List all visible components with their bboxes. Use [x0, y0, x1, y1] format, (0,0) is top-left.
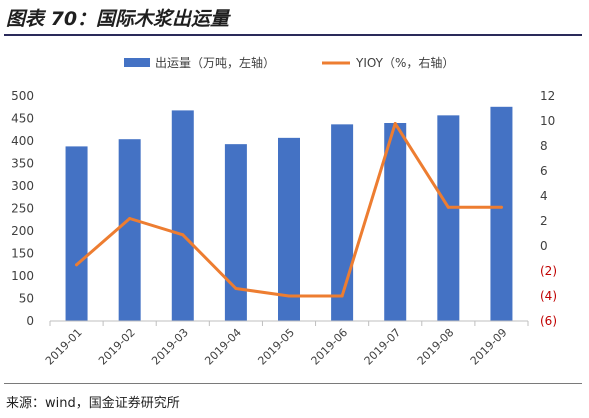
x-tick-label: 2019-04 [202, 326, 244, 368]
x-tick-label: 2019-08 [415, 326, 457, 368]
line-point [181, 233, 185, 237]
y-right-tick-label: 6 [540, 164, 548, 178]
y-left-tick-label: 150 [11, 247, 34, 261]
x-tick-label: 2019-01 [43, 326, 85, 368]
chart-legend: 出运量（万吨，左轴） YIOY（%，右轴） [124, 55, 454, 70]
y-left-tick-label: 0 [26, 314, 34, 328]
line-series [75, 122, 503, 298]
y-left-tick-label: 250 [11, 202, 34, 216]
y-left-tick-label: 100 [11, 269, 34, 283]
y-left-tick-label: 500 [11, 89, 34, 103]
y-left-tick-label: 350 [11, 157, 34, 171]
x-tick-label: 2019-02 [96, 326, 138, 368]
y-left-tick-label: 400 [11, 134, 34, 148]
bar [331, 124, 354, 321]
line-point [340, 294, 344, 298]
bar [171, 110, 194, 322]
bar [278, 137, 300, 321]
y-right-tick-label: 2 [540, 214, 548, 228]
bar [65, 146, 88, 321]
line-point [128, 217, 132, 220]
y-right-tick-label: (6) [540, 314, 557, 328]
source-rule [4, 383, 582, 384]
bar [224, 144, 247, 321]
y-left-tick-label: 200 [11, 224, 34, 238]
legend-bar-swatch [124, 58, 150, 67]
x-tick-label: 2019-03 [149, 326, 191, 368]
y-left-tick-label: 300 [11, 179, 34, 193]
bar [384, 123, 407, 321]
source-note: 来源：wind，国金证券研究所 [6, 396, 180, 411]
y-right-tick-label: (2) [540, 264, 557, 278]
y-right-tick-label: 8 [540, 139, 548, 153]
y-right-tick-label: 10 [540, 114, 555, 128]
line-point [446, 205, 450, 209]
y-left-tick-label: 50 [19, 292, 34, 306]
x-tick-label: 2019-05 [255, 326, 297, 368]
y-right-tick-label: (4) [540, 289, 557, 303]
bar-series [65, 106, 513, 322]
y-right-tick-label: 0 [540, 239, 548, 253]
y-right-tick-label: 12 [540, 89, 555, 103]
y-left-tick-label: 450 [11, 112, 34, 126]
title-rule [4, 34, 582, 36]
x-tick-label: 2019-06 [309, 326, 351, 368]
line-point [499, 205, 503, 209]
x-tick-label: 2019-07 [362, 326, 404, 368]
figure-title: 图表 70：国际木浆出运量 [6, 8, 230, 30]
bar [490, 106, 513, 321]
line-point [234, 287, 238, 290]
line-point [287, 294, 291, 298]
line-point [393, 122, 397, 125]
legend-line-label: YIOY（%，右轴） [355, 55, 454, 70]
y-right-tick-label: 4 [540, 189, 548, 203]
legend-bar-label: 出运量（万吨，左轴） [155, 55, 275, 70]
x-tick-label: 2019-09 [468, 326, 510, 368]
bar [118, 139, 141, 321]
chart: 出运量（万吨，左轴） YIOY（%，右轴） 2019-01 2019-02 2019-… [11, 55, 557, 368]
line-point [75, 263, 79, 267]
bar [437, 115, 460, 321]
